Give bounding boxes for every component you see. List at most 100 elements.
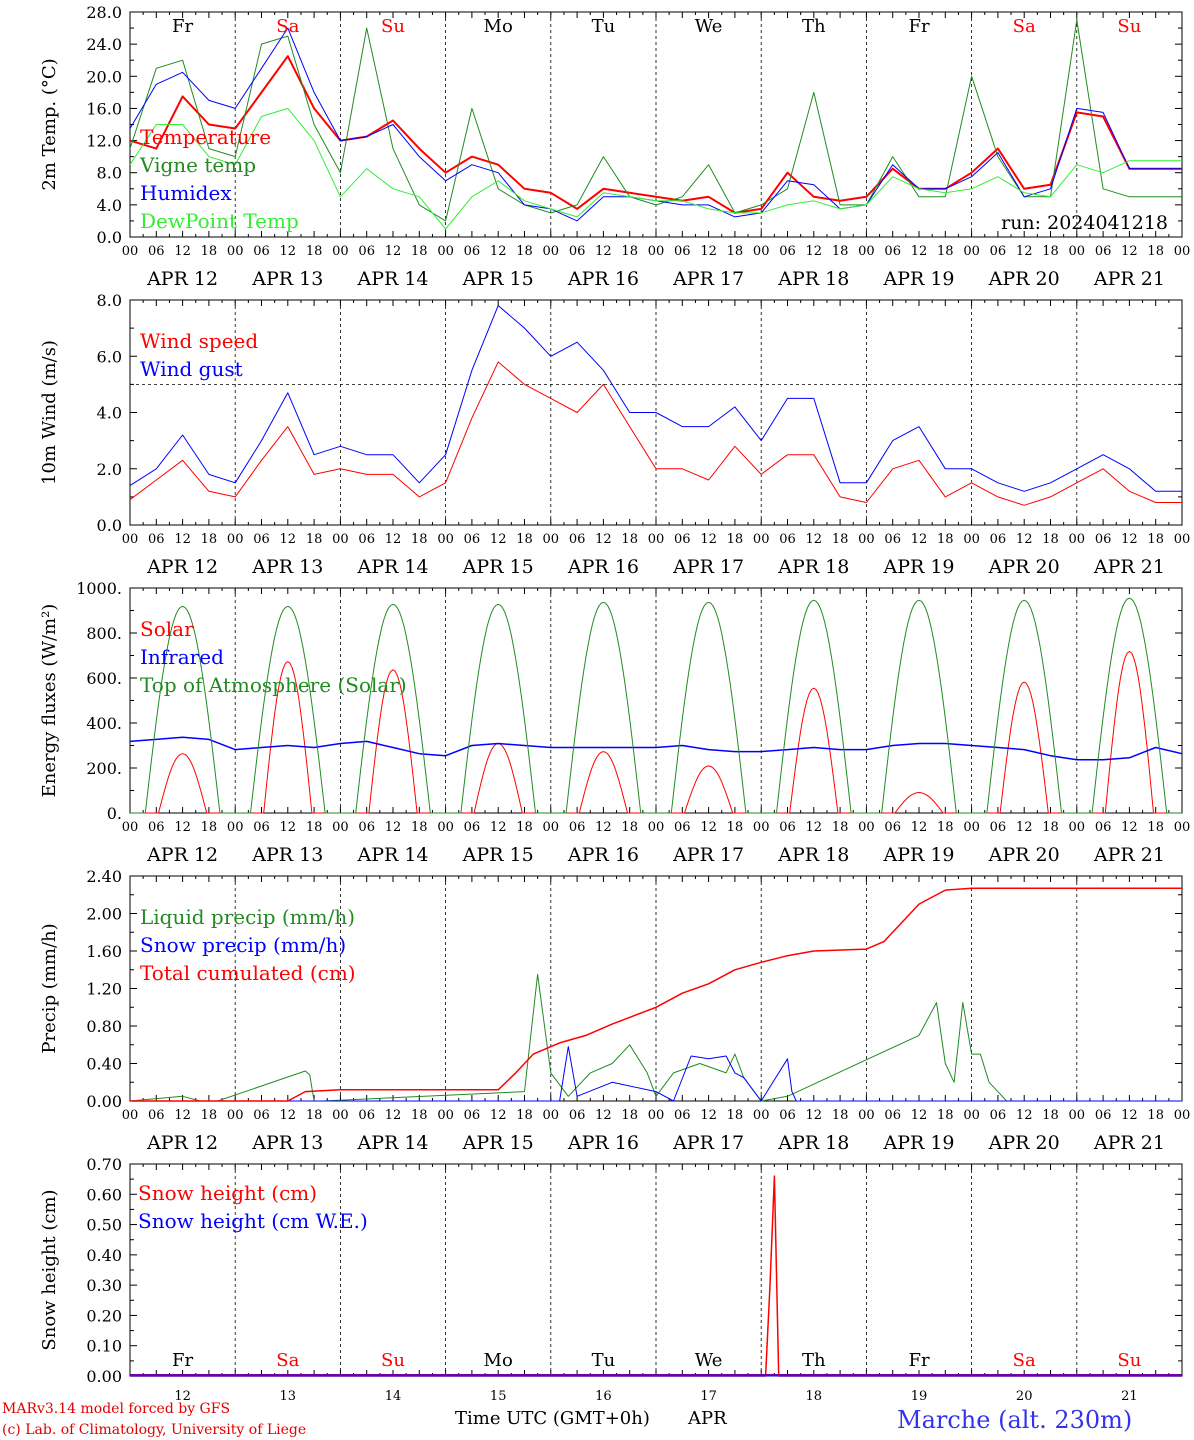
date-label: APR 12 [146,844,218,866]
y-tick-label: 0.30 [86,1276,122,1295]
hour-tick-label: 12 [385,532,402,547]
hour-tick-label: 00 [437,532,454,547]
hour-tick-label: 06 [884,244,901,259]
hour-tick-label: 12 [280,244,297,259]
hour-tick-label: 00 [543,532,560,547]
legend-entry: Infrared [140,645,224,669]
hour-tick-label: 18 [727,244,744,259]
hour-tick-label: 00 [1069,820,1086,835]
hour-tick-label: 00 [543,820,560,835]
hour-tick-label: 18 [411,1108,428,1123]
hour-tick-label: 12 [911,1108,928,1123]
hour-tick-label: 12 [490,1108,507,1123]
legend-entry: Liquid precip (mm/h) [140,905,355,929]
hour-tick-label: 18 [201,820,218,835]
y-tick-label: 400. [86,714,122,733]
hour-tick-label: 06 [148,820,165,835]
day-number-label: 21 [1121,1389,1138,1404]
hour-tick-label: 06 [674,820,691,835]
hour-tick-label: 00 [963,1108,980,1123]
hour-tick-label: 06 [464,820,481,835]
date-label: APR 15 [462,844,534,866]
hour-tick-label: 00 [332,820,349,835]
day-label: Th [802,1350,826,1371]
hour-tick-label: 00 [858,1108,875,1123]
hour-tick-label: 18 [516,1108,533,1123]
date-label: APR 18 [777,1132,849,1154]
y-tick-label: 4.0 [97,196,122,215]
date-label: APR 14 [356,844,428,866]
day-number-label: 15 [490,1389,507,1404]
day-label: Su [1117,1350,1141,1371]
date-label: APR 12 [146,556,218,578]
hour-tick-label: 18 [411,820,428,835]
hour-tick-label: 06 [358,244,375,259]
hour-tick-label: 12 [700,1108,717,1123]
date-label: APR 17 [672,268,744,290]
date-label: APR 14 [356,556,428,578]
hour-tick-label: 06 [569,1108,586,1123]
series-line-dewpoint-temp [129,107,1182,230]
legend-entry: DewPoint Temp [140,209,299,233]
y-axis-label: Precip (mm/h) [39,923,60,1053]
hour-tick-label: 00 [753,244,770,259]
hour-tick-label: 00 [332,244,349,259]
hour-tick-label: 00 [1174,532,1191,547]
hour-tick-label: 18 [937,820,954,835]
hour-tick-label: 00 [858,820,875,835]
date-label: APR 20 [988,268,1060,290]
hour-tick-label: 00 [437,820,454,835]
hour-tick-label: 18 [411,532,428,547]
hour-tick-label: 12 [174,244,191,259]
day-label: We [695,1350,723,1371]
day-number-label: 17 [700,1389,717,1404]
date-label: APR 19 [882,556,954,578]
date-label: APR 17 [672,556,744,578]
hour-tick-label: 18 [516,532,533,547]
date-label: APR 18 [777,556,849,578]
hour-tick-label: 00 [543,1108,560,1123]
chart-panel-1: 0.0 4.0 8.0 12.0 16.0 20.0 24.0 28.0 2m Temp. (°… [39,3,1190,290]
day-number-label: 12 [174,1389,191,1404]
hour-tick-label: 12 [806,1108,823,1123]
day-label: Mo [484,16,513,37]
hour-tick-label: 06 [779,532,796,547]
hour-tick-label: 06 [253,244,270,259]
hour-tick-label: 18 [306,1108,323,1123]
date-label: APR 17 [672,844,744,866]
date-label: APR 16 [567,556,639,578]
series-line-infrared [129,736,1183,761]
hour-tick-label: 06 [148,244,165,259]
y-tick-label: 20.0 [86,67,122,86]
hour-tick-label: 06 [1095,244,1112,259]
hour-tick-label: 18 [937,532,954,547]
chart-panel-3: 0. 200. 400. 600. 800. 1000. Energy fluxes (W/… [39,579,1190,866]
hour-tick-label: 00 [753,1108,770,1123]
y-tick-label: 200. [86,759,122,778]
hour-tick-label: 00 [437,1108,454,1123]
hour-tick-label: 06 [884,532,901,547]
hour-tick-label: 00 [332,1108,349,1123]
date-label: APR 15 [462,556,534,578]
chart-panel-4: 0.00 0.40 0.80 1.20 1.60 2.00 2.40 Precip (mm/h… [39,867,1190,1154]
legend-entry: Snow height (cm) [138,1181,317,1205]
date-label: APR 19 [882,268,954,290]
hour-tick-label: 00 [332,532,349,547]
hour-tick-label: 12 [700,244,717,259]
y-tick-label: 24.0 [86,35,122,54]
legend-entry: Wind speed [140,329,258,353]
hour-tick-label: 00 [648,1108,665,1123]
hour-tick-label: 12 [806,532,823,547]
y-tick-label: 0.40 [86,1246,122,1265]
hour-tick-label: 18 [621,244,638,259]
hour-tick-label: 18 [411,244,428,259]
hour-tick-label: 18 [727,820,744,835]
y-tick-label: 1.60 [86,942,122,961]
hour-tick-label: 00 [122,244,139,259]
x-axis-month: APR [687,1408,727,1429]
hour-tick-label: 06 [884,820,901,835]
hour-tick-label: 06 [990,244,1007,259]
hour-tick-label: 06 [253,1108,270,1123]
legend-entry: Snow height (cm W.E.) [138,1209,368,1233]
y-tick-label: 0. [107,804,122,823]
